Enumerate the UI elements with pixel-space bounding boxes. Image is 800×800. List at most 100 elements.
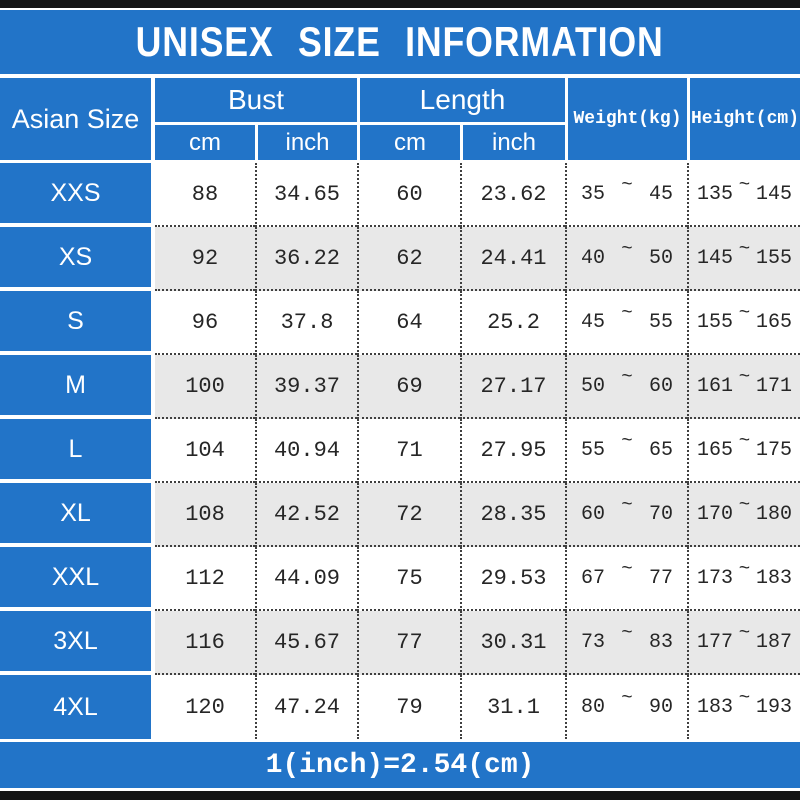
tilde-separator: ~ <box>621 366 633 388</box>
bust-cm-cell: 100 <box>155 355 255 419</box>
bust-cm-cell: 112 <box>155 547 255 611</box>
length-inch-cell: 31.1 <box>460 675 565 739</box>
bust-inch-cell: 36.22 <box>255 227 357 291</box>
header-asian-size: Asian Size <box>0 78 155 160</box>
weight-min-value: 50 <box>581 374 606 398</box>
table-row: XXS 88 34.65 60 23.62 35 ~ 45 135 ~ 145 <box>0 163 800 227</box>
height-max-value: 193 <box>755 695 792 719</box>
weight-max-value: 65 <box>648 438 673 462</box>
height-max-value: 165 <box>755 310 792 334</box>
height-min-value: 161 <box>697 374 734 398</box>
table-row: 4XL 120 47.24 79 31.1 80 ~ 90 183 ~ 193 <box>0 675 800 739</box>
bust-cm-cell: 108 <box>155 483 255 547</box>
tilde-separator: ~ <box>738 366 751 388</box>
size-cell: L <box>0 419 155 483</box>
header-bust-inch: inch <box>255 122 357 160</box>
table-row: XS 92 36.22 62 24.41 40 ~ 50 145 ~ 155 <box>0 227 800 291</box>
bust-inch-cell: 42.52 <box>255 483 357 547</box>
footer-note-band: 1(inch)=2.54(cm) <box>0 742 800 788</box>
table-row: 3XL 116 45.67 77 30.31 73 ~ 83 177 ~ 187 <box>0 611 800 675</box>
bust-inch-cell: 45.67 <box>255 611 357 675</box>
weight-max-value: 60 <box>648 374 673 398</box>
height-max-value: 145 <box>755 182 792 206</box>
height-range-cell: 183 ~ 193 <box>687 675 800 739</box>
tilde-separator: ~ <box>621 302 633 324</box>
length-cm-cell: 69 <box>357 355 460 419</box>
weight-min-value: 73 <box>581 630 606 654</box>
length-inch-cell: 27.95 <box>460 419 565 483</box>
height-max-value: 171 <box>755 374 792 398</box>
tilde-separator: ~ <box>738 558 751 580</box>
tilde-separator: ~ <box>738 494 751 516</box>
bust-inch-cell: 44.09 <box>255 547 357 611</box>
bottom-frame-bar <box>0 791 800 800</box>
header-weight: Weight(kg) <box>565 78 687 160</box>
weight-max-value: 50 <box>648 246 673 270</box>
height-min-value: 173 <box>697 566 734 590</box>
bust-inch-cell: 40.94 <box>255 419 357 483</box>
length-cm-cell: 79 <box>357 675 460 739</box>
length-cm-cell: 60 <box>357 163 460 227</box>
header-height: Height(cm) <box>687 78 800 160</box>
table-header: Asian Size Bust Length Weight(kg) Height… <box>0 78 800 160</box>
weight-min-value: 35 <box>581 182 606 206</box>
height-max-value: 187 <box>755 630 792 654</box>
height-range-cell: 145 ~ 155 <box>687 227 800 291</box>
height-max-value: 183 <box>755 566 792 590</box>
tilde-separator: ~ <box>621 430 633 452</box>
weight-range-cell: 60 ~ 70 <box>565 483 687 547</box>
size-cell: XXS <box>0 163 155 227</box>
weight-min-value: 60 <box>581 502 606 526</box>
weight-range-cell: 45 ~ 55 <box>565 291 687 355</box>
length-inch-cell: 24.41 <box>460 227 565 291</box>
height-range-cell: 177 ~ 187 <box>687 611 800 675</box>
tilde-separator: ~ <box>621 494 633 516</box>
top-frame-bar <box>0 0 800 8</box>
table-body: XXS 88 34.65 60 23.62 35 ~ 45 135 ~ 145 … <box>0 163 800 739</box>
weight-range-cell: 40 ~ 50 <box>565 227 687 291</box>
length-cm-cell: 71 <box>357 419 460 483</box>
length-cm-cell: 64 <box>357 291 460 355</box>
table-row: XL 108 42.52 72 28.35 60 ~ 70 170 ~ 180 <box>0 483 800 547</box>
height-range-cell: 161 ~ 171 <box>687 355 800 419</box>
bust-inch-cell: 47.24 <box>255 675 357 739</box>
weight-max-value: 90 <box>648 695 673 719</box>
tilde-separator: ~ <box>738 430 751 452</box>
weight-range-cell: 80 ~ 90 <box>565 675 687 739</box>
height-max-value: 155 <box>755 246 792 270</box>
tilde-separator: ~ <box>621 687 633 709</box>
bust-inch-cell: 37.8 <box>255 291 357 355</box>
tilde-separator: ~ <box>738 302 751 324</box>
bust-cm-cell: 96 <box>155 291 255 355</box>
weight-max-value: 70 <box>648 502 673 526</box>
length-cm-cell: 77 <box>357 611 460 675</box>
tilde-separator: ~ <box>621 622 633 644</box>
tilde-separator: ~ <box>621 174 633 196</box>
weight-max-value: 77 <box>648 566 673 590</box>
weight-min-value: 67 <box>581 566 606 590</box>
weight-max-value: 55 <box>648 310 673 334</box>
weight-range-cell: 35 ~ 45 <box>565 163 687 227</box>
height-min-value: 155 <box>697 310 734 334</box>
height-range-cell: 135 ~ 145 <box>687 163 800 227</box>
height-range-cell: 173 ~ 183 <box>687 547 800 611</box>
height-max-value: 175 <box>755 438 792 462</box>
weight-max-value: 45 <box>648 182 673 206</box>
weight-range-cell: 73 ~ 83 <box>565 611 687 675</box>
weight-range-cell: 67 ~ 77 <box>565 547 687 611</box>
height-min-value: 135 <box>697 182 734 206</box>
size-cell: XXL <box>0 547 155 611</box>
tilde-separator: ~ <box>621 558 633 580</box>
length-inch-cell: 29.53 <box>460 547 565 611</box>
tilde-separator: ~ <box>738 622 751 644</box>
weight-min-value: 80 <box>581 695 606 719</box>
bust-cm-cell: 92 <box>155 227 255 291</box>
tilde-separator: ~ <box>621 238 633 260</box>
size-cell: XS <box>0 227 155 291</box>
size-cell: M <box>0 355 155 419</box>
size-cell: S <box>0 291 155 355</box>
weight-max-value: 83 <box>648 630 673 654</box>
bust-inch-cell: 39.37 <box>255 355 357 419</box>
weight-min-value: 40 <box>581 246 606 270</box>
table-row: L 104 40.94 71 27.95 55 ~ 65 165 ~ 175 <box>0 419 800 483</box>
